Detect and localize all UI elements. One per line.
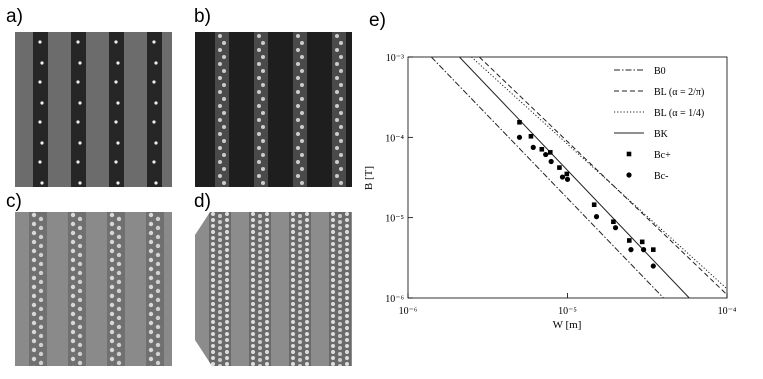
- data-point: [557, 165, 562, 170]
- data-point: [528, 134, 534, 139]
- legend-sample: [626, 151, 632, 157]
- x-axis-label: W [m]: [553, 319, 582, 331]
- data-point: [564, 171, 570, 177]
- legend-label: Bc-: [654, 171, 668, 182]
- panel-label: b): [194, 6, 211, 27]
- micrograph: [195, 212, 352, 366]
- legend-label: BK: [654, 129, 669, 140]
- chart-title: e): [369, 10, 386, 31]
- data-point: [530, 144, 536, 150]
- data-point: [593, 214, 600, 220]
- panel-label: d): [194, 191, 211, 212]
- micrograph: [195, 32, 352, 187]
- legend-sample: [626, 172, 632, 178]
- micrograph: [15, 32, 172, 187]
- y-tick-label: 10⁻⁴: [385, 133, 404, 144]
- data-point: [539, 146, 545, 152]
- data-point: [626, 238, 632, 243]
- data-point: [517, 119, 522, 125]
- panel-label: a): [6, 6, 23, 27]
- x-tick-label: 10⁻⁴: [718, 306, 737, 317]
- data-point: [611, 219, 616, 225]
- data-point: [516, 134, 523, 140]
- data-point: [641, 247, 647, 253]
- legend-label: Bc+: [654, 150, 671, 161]
- data-line: [478, 56, 728, 296]
- data-point: [591, 202, 597, 208]
- x-tick-label: 10⁻⁶: [399, 306, 418, 317]
- data-point: [559, 174, 566, 180]
- data-point: [650, 247, 656, 252]
- data-point: [628, 247, 634, 253]
- micrograph: [15, 212, 172, 366]
- data-line: [459, 56, 690, 299]
- data-point: [547, 150, 553, 155]
- y-tick-label: 10⁻⁵: [385, 214, 404, 225]
- y-axis-label: B [T]: [363, 166, 375, 190]
- data-point: [548, 158, 554, 165]
- data-point: [564, 176, 571, 182]
- data-point: [639, 239, 645, 245]
- x-tick-label: 10⁻⁵: [558, 306, 577, 317]
- data-point: [650, 263, 656, 269]
- legend-label: BL (α = 1/4): [654, 108, 704, 119]
- legend-label: B0: [654, 66, 666, 77]
- data-point: [612, 225, 619, 231]
- y-tick-label: 10⁻⁶: [385, 294, 404, 305]
- panel-label: c): [6, 191, 22, 212]
- data-line: [430, 56, 664, 299]
- data-point: [543, 151, 549, 158]
- y-tick-label: 10⁻³: [386, 53, 404, 64]
- legend-label: BL (α = 2/π): [654, 87, 704, 98]
